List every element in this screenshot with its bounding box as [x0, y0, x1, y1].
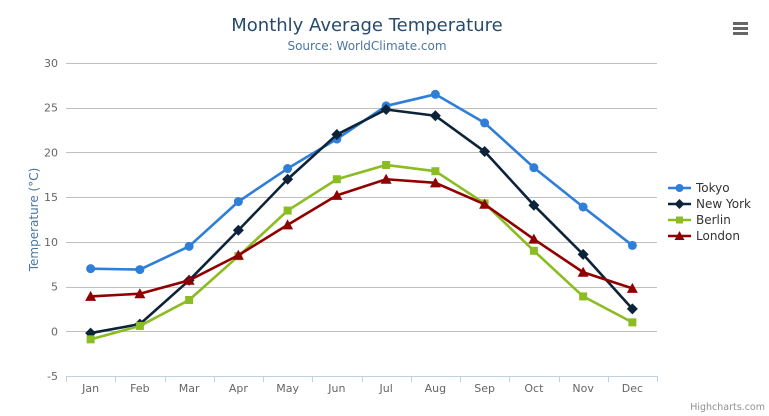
data-point-tokyo-dec[interactable] — [627, 240, 637, 250]
legend-marker-shape — [674, 231, 685, 240]
data-point-new-york-jun[interactable] — [331, 129, 343, 141]
y-axis-title: Temperature (°C) — [27, 168, 41, 273]
hamburger-icon — [733, 22, 748, 35]
chart-title: Monthly Average Temperature — [231, 15, 503, 36]
triangle-marker-icon — [668, 231, 691, 240]
data-point-london-oct[interactable] — [528, 233, 540, 244]
data-point-tokyo-aug[interactable] — [430, 89, 440, 99]
x-axis-label: Jul — [378, 382, 392, 395]
data-point-london-dec[interactable] — [626, 282, 638, 293]
export-menu-button[interactable] — [730, 19, 751, 38]
data-point-london-jan[interactable] — [85, 290, 97, 301]
data-point-berlin-mar[interactable] — [185, 295, 194, 304]
data-point-berlin-jul[interactable] — [382, 160, 391, 169]
legend-item-label: New York — [696, 197, 751, 211]
data-point-berlin-nov[interactable] — [579, 292, 588, 301]
data-point-tokyo-apr[interactable] — [233, 197, 243, 207]
x-axis-label: Jan — [81, 382, 99, 395]
legend-item-london[interactable]: London — [668, 228, 751, 244]
square-marker-icon — [668, 216, 691, 224]
data-point-london-feb[interactable] — [134, 288, 146, 299]
y-axis-label: 15 — [44, 191, 58, 204]
data-point-berlin-oct[interactable] — [529, 246, 538, 255]
data-point-new-york-jul[interactable] — [380, 104, 392, 116]
chart-subtitle: Source: WorldClimate.com — [287, 39, 447, 53]
y-axis-label: 0 — [51, 325, 58, 338]
data-point-tokyo-nov[interactable] — [578, 202, 588, 212]
x-axis-label: Mar — [179, 382, 200, 395]
data-point-new-york-aug[interactable] — [429, 110, 441, 122]
series-line-berlin — [89, 163, 634, 341]
data-point-london-mar[interactable] — [183, 274, 195, 285]
circle-marker-icon — [668, 184, 691, 192]
series-line-london — [89, 177, 634, 298]
x-axis-label: Jun — [327, 382, 345, 395]
legend-item-label: Berlin — [696, 213, 731, 227]
y-axis-label: 25 — [44, 102, 58, 115]
credits-link[interactable]: Highcharts.com — [690, 402, 765, 413]
legend-marker-shape — [676, 216, 683, 224]
legend-item-label: Tokyo — [696, 181, 730, 195]
data-point-tokyo-sep[interactable] — [480, 118, 490, 128]
y-axis-label: -5 — [47, 370, 58, 383]
x-axis-label: Apr — [229, 382, 249, 395]
data-point-new-york-sep[interactable] — [479, 146, 491, 158]
data-point-new-york-oct[interactable] — [528, 199, 540, 211]
x-axis-label: Nov — [572, 382, 594, 395]
data-point-tokyo-oct[interactable] — [529, 163, 539, 173]
data-point-berlin-may[interactable] — [283, 206, 292, 215]
x-axis-label: Aug — [425, 382, 446, 395]
data-point-tokyo-mar[interactable] — [184, 241, 194, 251]
y-axis-label: 10 — [44, 236, 58, 249]
data-point-berlin-feb[interactable] — [135, 321, 144, 330]
x-axis-label: Dec — [622, 382, 643, 395]
data-point-berlin-dec[interactable] — [628, 318, 637, 327]
legend: Tokyo New York Berlin London — [668, 180, 751, 244]
diamond-marker-icon — [668, 199, 691, 209]
x-axis-label: Feb — [130, 382, 149, 395]
y-axis-label: 5 — [51, 281, 58, 294]
data-point-tokyo-may[interactable] — [283, 164, 293, 174]
data-point-london-sep[interactable] — [479, 198, 491, 209]
data-point-new-york-apr[interactable] — [232, 224, 244, 236]
data-point-berlin-jan[interactable] — [86, 335, 95, 344]
legend-marker-shape — [674, 199, 685, 209]
data-point-london-jun[interactable] — [331, 189, 343, 200]
legend-marker-shape — [675, 184, 684, 192]
data-point-new-york-dec[interactable] — [626, 303, 638, 315]
legend-item-tokyo[interactable]: Tokyo — [668, 180, 751, 196]
series-line-new-york — [89, 108, 634, 335]
data-point-tokyo-jan[interactable] — [86, 264, 96, 274]
data-point-new-york-nov[interactable] — [577, 248, 589, 260]
data-point-london-jul[interactable] — [380, 173, 392, 184]
data-point-london-may[interactable] — [282, 219, 294, 230]
data-point-new-york-may[interactable] — [282, 173, 294, 185]
x-axis-label: Sep — [474, 382, 495, 395]
legend-item-berlin[interactable]: Berlin — [668, 212, 751, 228]
data-point-berlin-aug[interactable] — [431, 167, 440, 176]
legend-item-label: London — [696, 229, 740, 243]
x-axis-label: May — [276, 382, 299, 395]
legend-item-new-york[interactable]: New York — [668, 196, 751, 212]
x-axis-label: Oct — [524, 382, 544, 395]
data-point-london-aug[interactable] — [429, 177, 441, 188]
data-point-london-nov[interactable] — [577, 266, 589, 277]
data-point-london-apr[interactable] — [232, 249, 244, 260]
y-axis-label: 20 — [44, 146, 58, 159]
data-point-tokyo-feb[interactable] — [135, 265, 145, 275]
data-point-berlin-jun[interactable] — [332, 175, 341, 184]
y-axis-label: 30 — [44, 57, 58, 70]
